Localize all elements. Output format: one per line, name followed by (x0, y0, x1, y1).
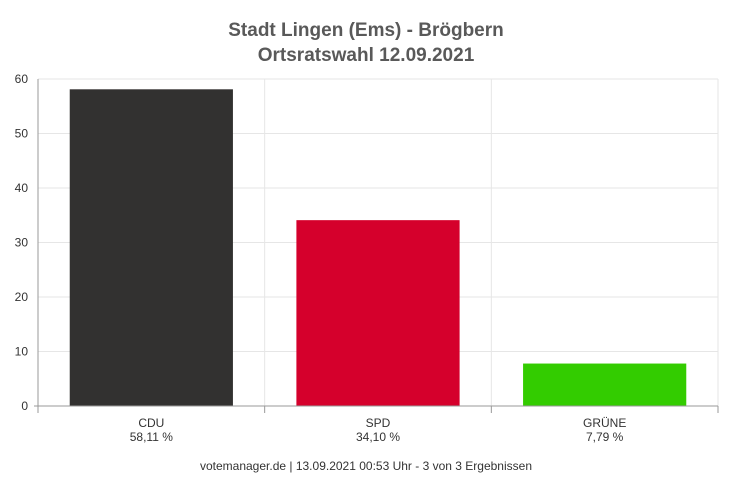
data-label: 34,10 % (356, 430, 400, 444)
bar-spd (296, 220, 460, 406)
x-tick-label: SPD (366, 416, 391, 430)
y-tick-label: 60 (15, 72, 29, 86)
y-tick-label: 0 (21, 399, 28, 413)
chart-title: Stadt Lingen (Ems) - Brögbern (228, 20, 504, 41)
y-tick-label: 30 (15, 236, 29, 250)
y-tick-label: 50 (15, 127, 29, 141)
data-label: 7,79 % (586, 430, 624, 444)
chart-subtitle: Ortsratswahl 12.09.2021 (257, 45, 475, 66)
footer-source: votemanager.de | 13.09.2021 00:53 Uhr - … (199, 459, 532, 473)
x-tick-label: CDU (138, 416, 164, 430)
x-tick-label: GRÜNE (583, 416, 626, 430)
y-tick-label: 20 (15, 290, 29, 304)
bar-cdu (69, 89, 233, 406)
bar-grüne (523, 363, 687, 406)
y-tick-label: 10 (15, 345, 29, 359)
y-tick-label: 40 (15, 181, 29, 195)
data-label: 58,11 % (130, 430, 173, 444)
